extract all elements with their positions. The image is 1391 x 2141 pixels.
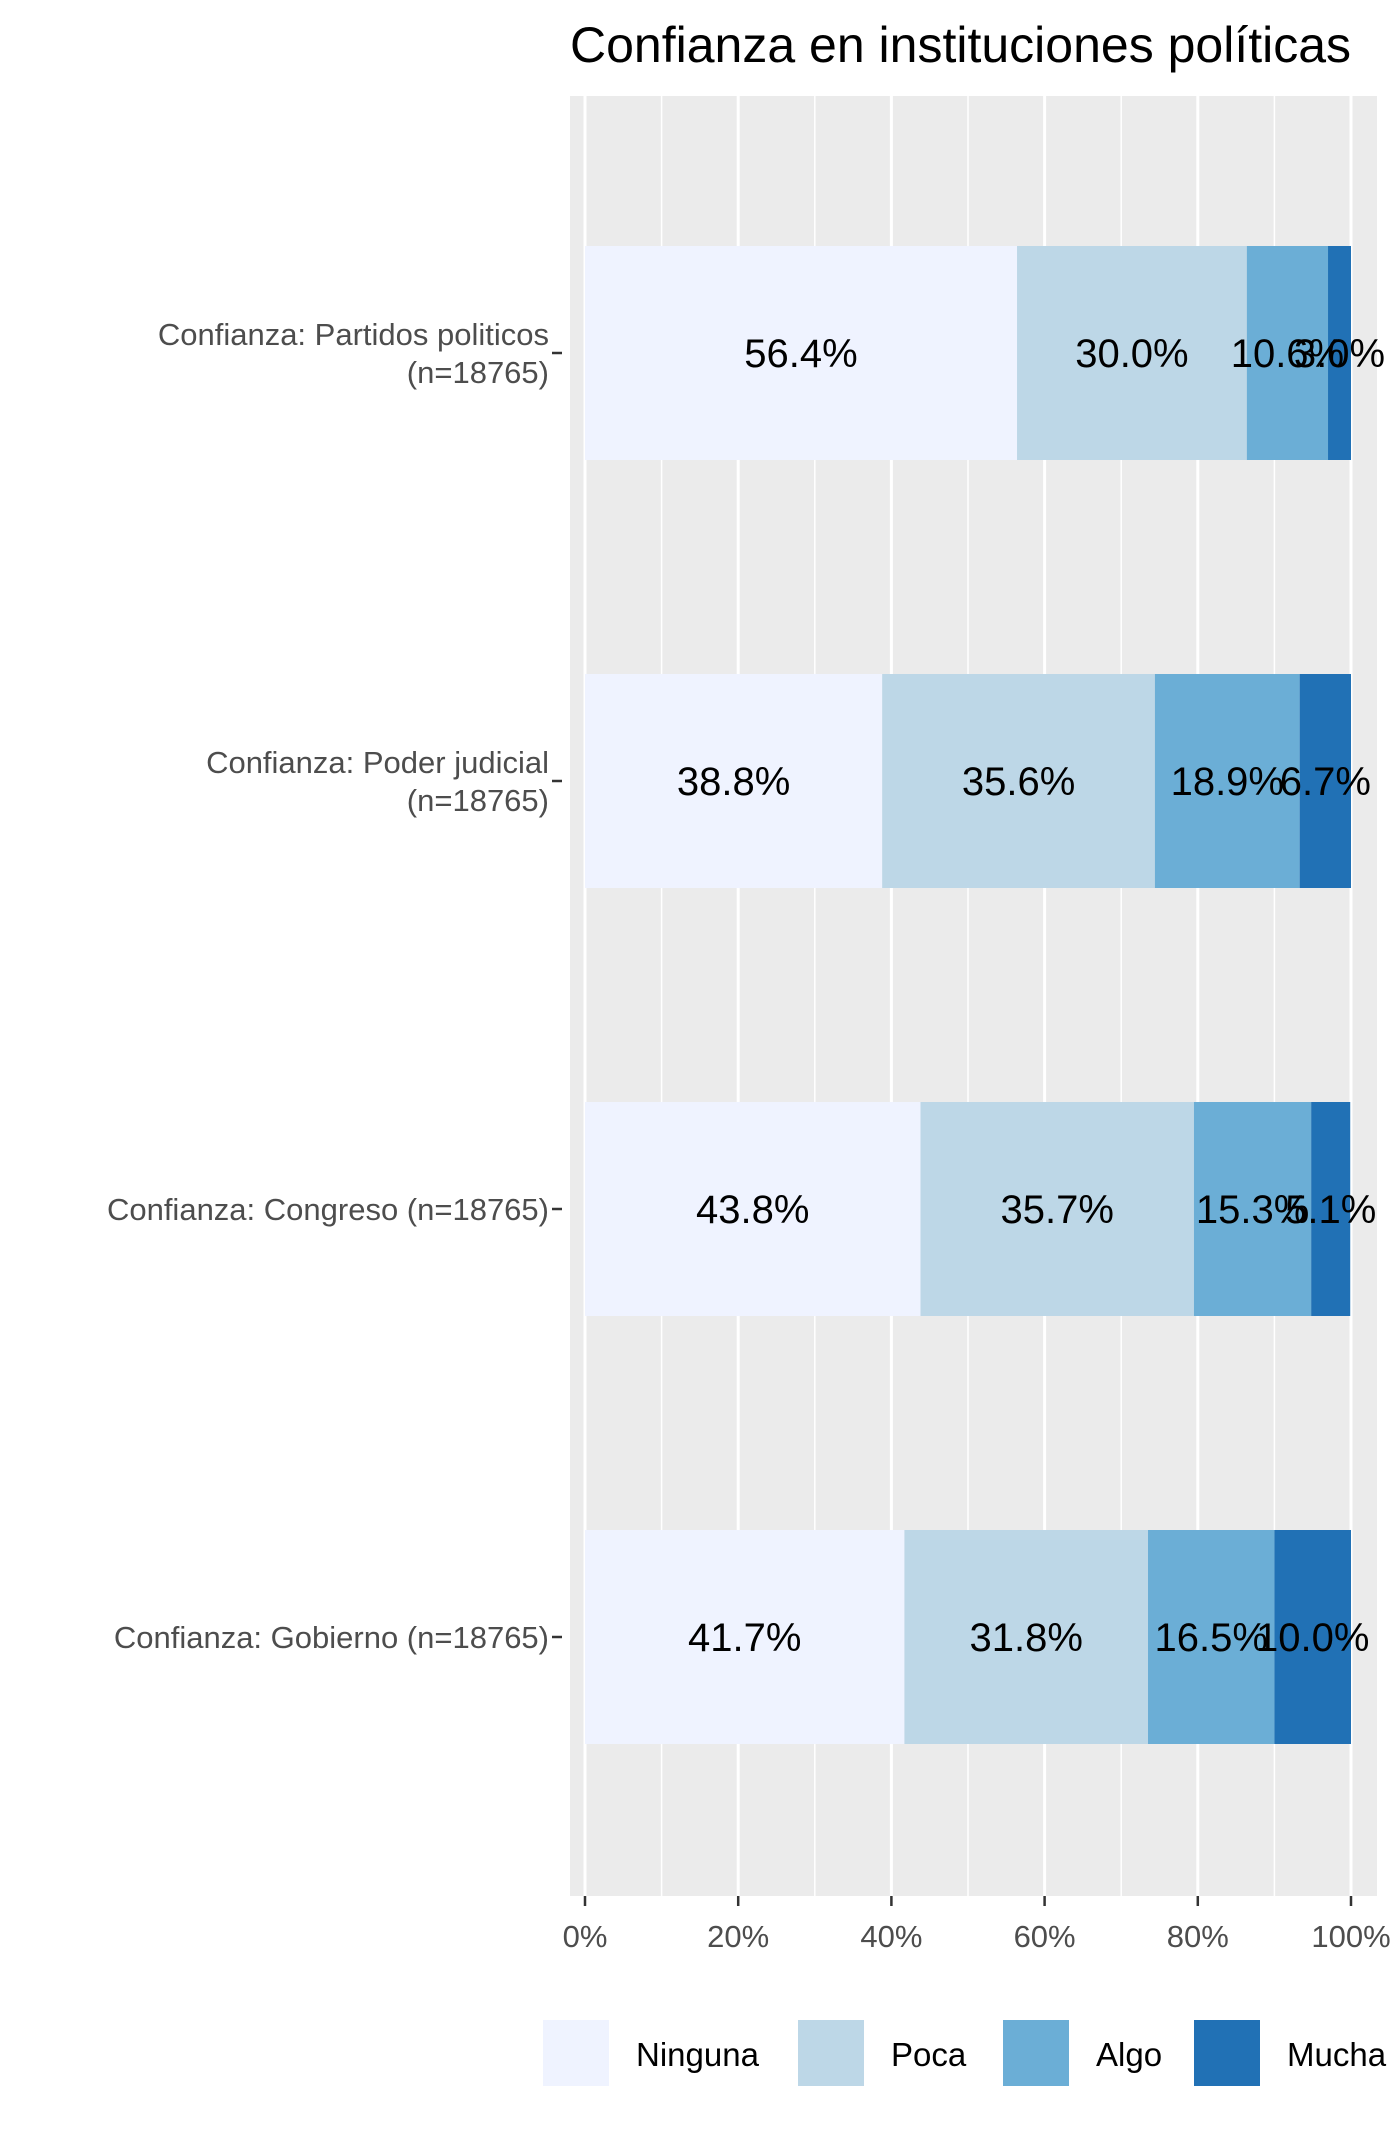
y-axis: Confianza: Partidos politicos(n=18765)Co…: [107, 317, 562, 1655]
x-tick-label-4: 80%: [1167, 1919, 1229, 1954]
data-label-poca-0: 30.0%: [1075, 332, 1188, 376]
bar-algo-3: [1148, 1530, 1275, 1744]
category-label-1-line-0: Confianza: Poder judicial: [206, 745, 549, 780]
category-label-1-line-1: (n=18765): [407, 783, 549, 818]
bar-mucha-1: [1299, 674, 1351, 888]
legend-label-ninguna: Ninguna: [636, 2036, 760, 2073]
legend-key-ninguna: [541, 2018, 611, 2088]
x-tick-label-1: 20%: [707, 1919, 769, 1954]
legend-key-algo: [1001, 2018, 1071, 2088]
data-label-ninguna-1: 38.8%: [677, 760, 790, 804]
data-label-ninguna-2: 43.8%: [696, 1188, 809, 1232]
data-labels: 56.4% 30.0% 10.6%3.0% 38.8% 35.6% 18.9%6.7% 43…: [677, 332, 1385, 1660]
bar-algo-0: [1246, 246, 1329, 460]
x-axis: 0% 20% 40% 60% 80% 100%: [563, 1896, 1391, 1954]
bar-poca-2: [920, 1102, 1194, 1316]
data-label-algo-2: 15.3%: [1196, 1188, 1309, 1232]
bar-poca-3: [904, 1530, 1149, 1744]
data-label-mucha-3: 10.0%: [1256, 1616, 1369, 1660]
bar-mucha-2: [1311, 1102, 1351, 1316]
data-label-ninguna-3: 41.7%: [688, 1616, 801, 1660]
x-tick-label-2: 40%: [860, 1919, 922, 1954]
legend: Ninguna Poca Algo Mucha: [541, 2018, 1387, 2088]
bar-ninguna-3: [585, 1530, 905, 1744]
bar-algo-1: [1154, 674, 1300, 888]
bar-algo-2: [1193, 1102, 1312, 1316]
data-label-ninguna-0: 56.4%: [744, 332, 857, 376]
x-tick-label-5: 100%: [1311, 1919, 1390, 1954]
category-label-2: Confianza: Congreso (n=18765): [107, 1192, 549, 1227]
bar-ninguna-1: [585, 674, 883, 888]
legend-key-mucha: [1192, 2018, 1262, 2088]
category-label-3: Confianza: Gobierno (n=18765): [114, 1620, 549, 1655]
data-label-poca-3: 31.8%: [970, 1616, 1083, 1660]
chart-title: Confianza en instituciones políticas: [570, 17, 1351, 73]
bar-mucha-3: [1274, 1530, 1351, 1744]
data-label-algo-3: 16.5%: [1154, 1616, 1267, 1660]
data-label-mucha-0: 3.0%: [1294, 332, 1385, 376]
data-label-algo-1: 18.9%: [1171, 760, 1284, 804]
data-label-algo-0: 10.6%: [1231, 332, 1344, 376]
category-label-0-line-1: (n=18765): [407, 355, 549, 390]
legend-label-algo: Algo: [1096, 2036, 1162, 2073]
data-label-poca-2: 35.7%: [1001, 1188, 1114, 1232]
bar-ninguna-2: [585, 1102, 921, 1316]
data-label-mucha-1: 6.7%: [1280, 760, 1371, 804]
x-tick-label-3: 60%: [1014, 1919, 1076, 1954]
legend-label-mucha: Mucha: [1287, 2036, 1387, 2073]
data-label-poca-1: 35.6%: [962, 760, 1075, 804]
x-tick-label-0: 0%: [563, 1919, 608, 1954]
bar-poca-0: [1017, 246, 1247, 460]
category-label-0-line-0: Confianza: Partidos politicos: [158, 317, 549, 352]
legend-key-poca: [796, 2018, 866, 2088]
legend-label-poca: Poca: [891, 2036, 967, 2073]
bar-mucha-0: [1328, 246, 1351, 460]
bars: [585, 246, 1351, 1744]
bar-ninguna-0: [585, 246, 1018, 460]
data-label-mucha-2: 5.1%: [1285, 1188, 1376, 1232]
bar-poca-1: [882, 674, 1155, 888]
